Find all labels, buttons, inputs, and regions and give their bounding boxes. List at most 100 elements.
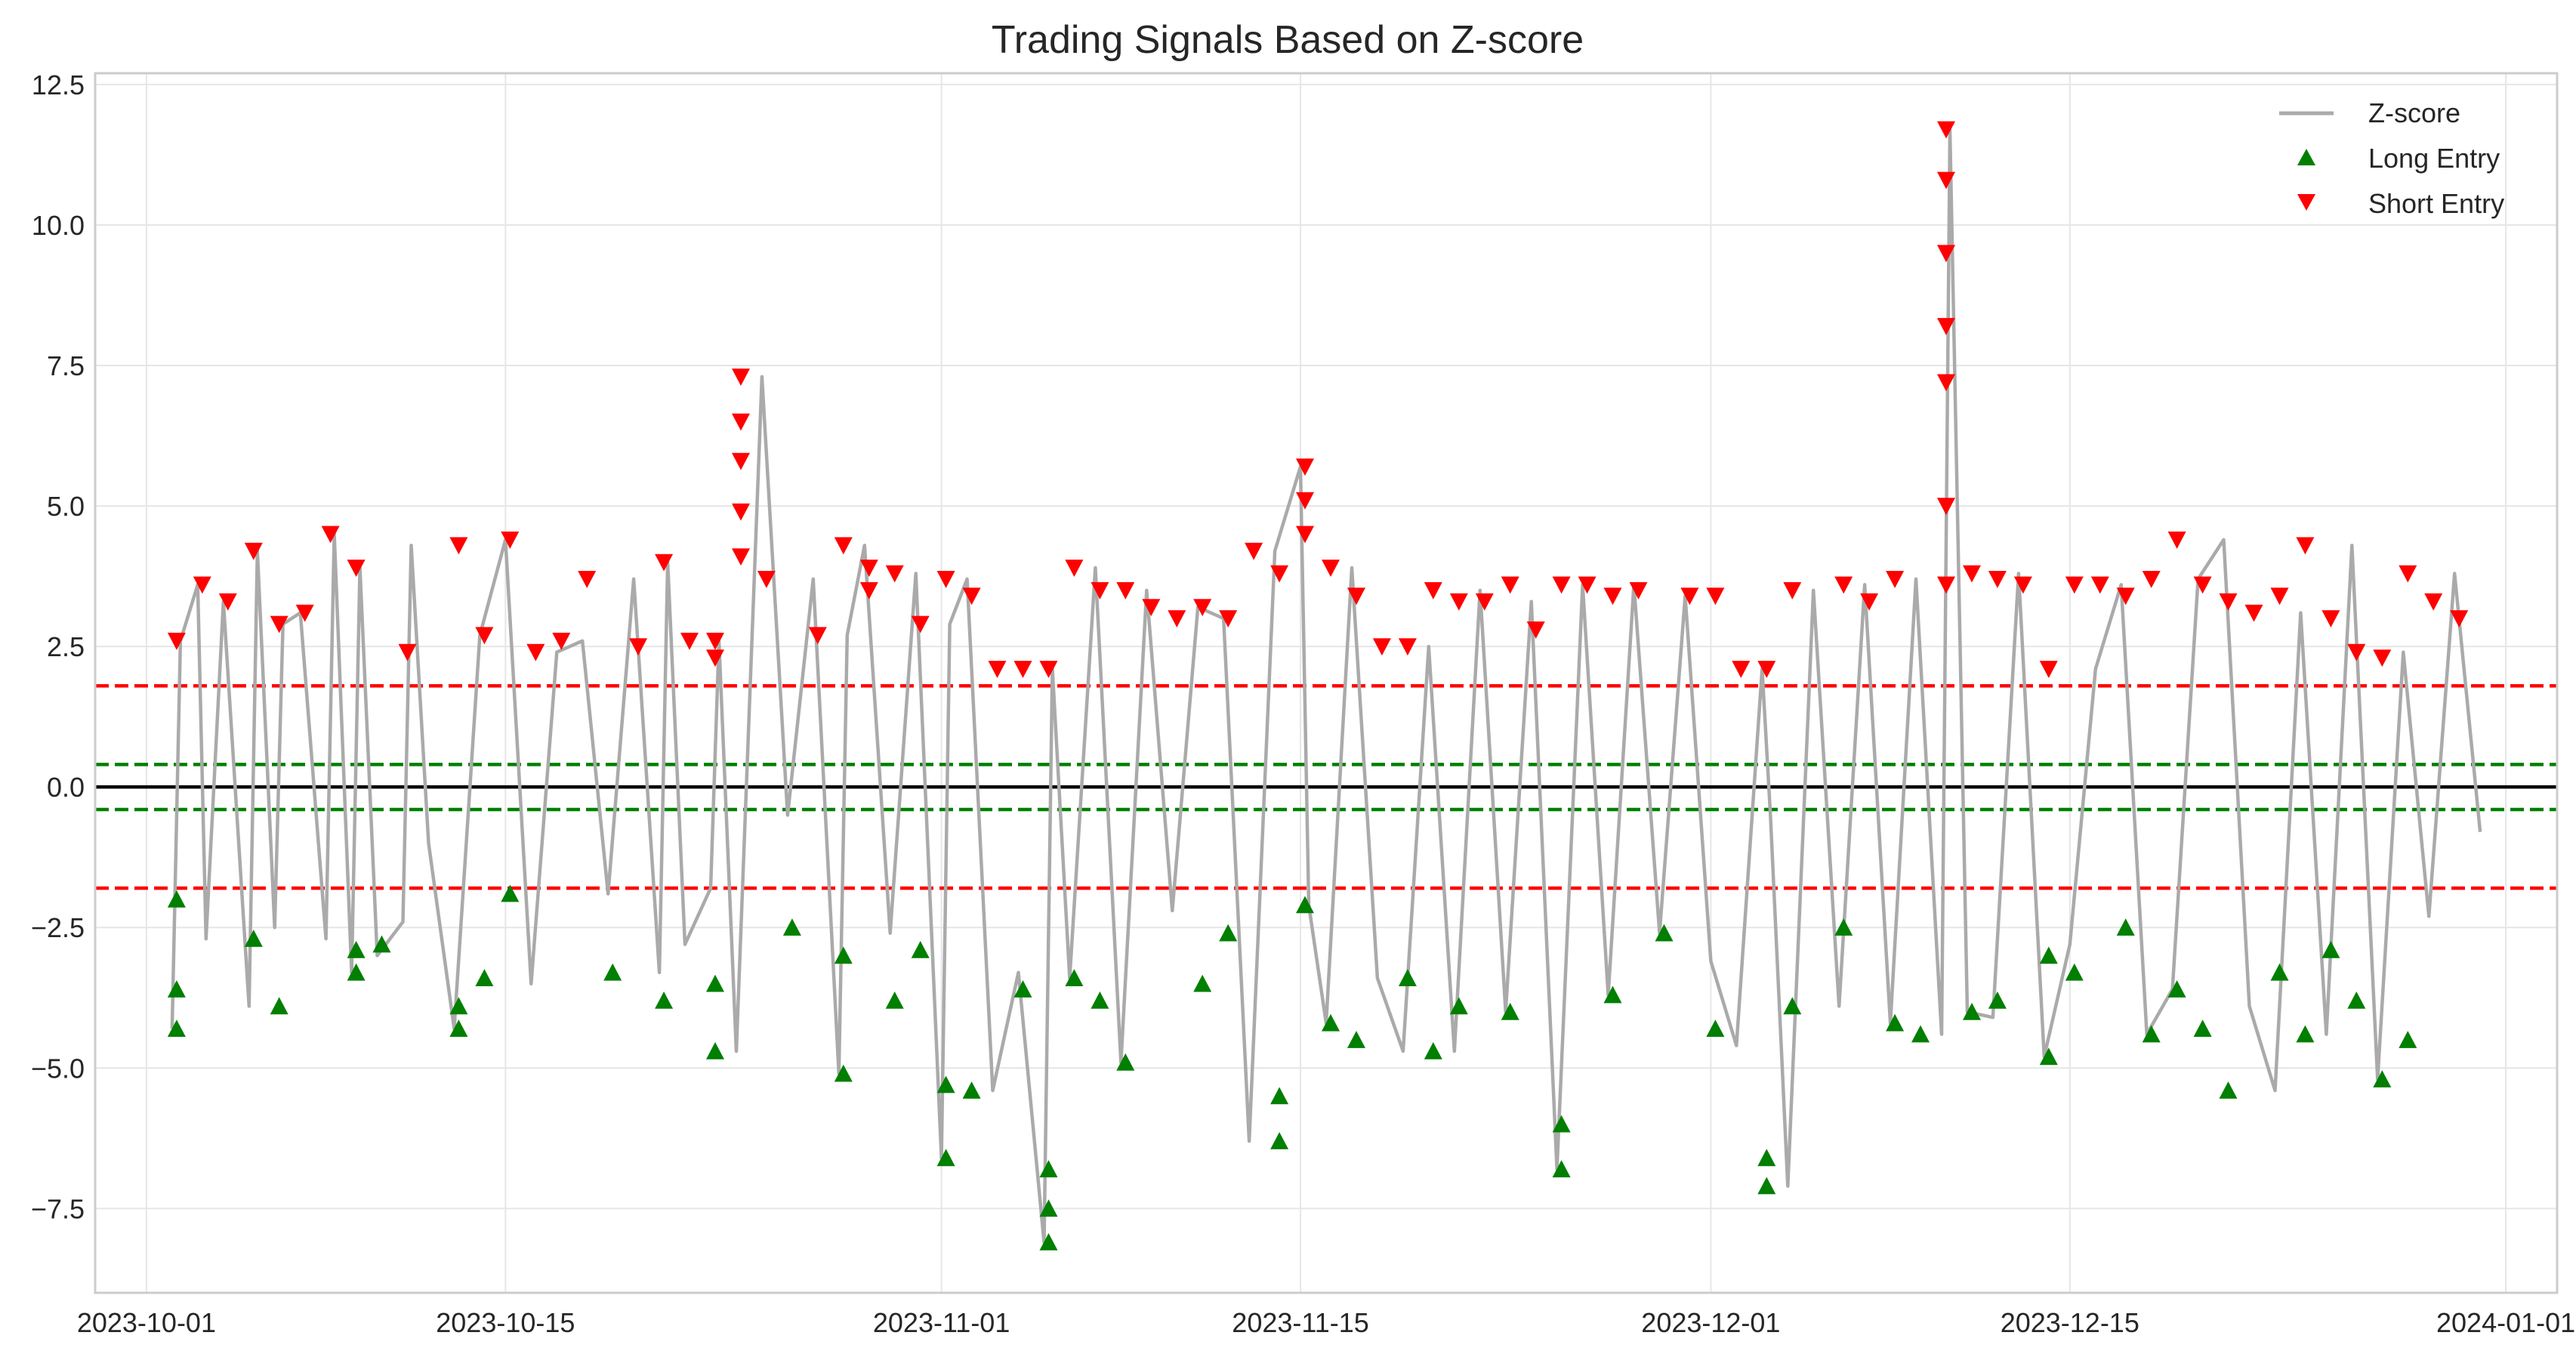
short-entry-marker xyxy=(629,638,648,656)
long-entry-marker xyxy=(1757,1149,1776,1167)
y-tick-label: 5.0 xyxy=(47,491,85,522)
long-entry-marker xyxy=(1552,1115,1571,1133)
short-entry-marker xyxy=(732,413,750,431)
long-entry-marker xyxy=(1347,1031,1365,1048)
short-entry-marker xyxy=(1732,661,1751,678)
short-entry-marker xyxy=(2270,588,2289,606)
short-entry-marker xyxy=(655,554,674,572)
short-entry-marker xyxy=(552,632,571,650)
long-entry-marker xyxy=(475,969,494,986)
short-entry-marker xyxy=(218,593,237,611)
long-entry-marker xyxy=(1116,1053,1135,1071)
long-entry-marker xyxy=(2142,1025,2161,1043)
short-entry-marker xyxy=(1039,661,1058,678)
long-entry-marker xyxy=(706,974,724,992)
short-entry-marker xyxy=(1963,565,1981,583)
short-entry-marker xyxy=(885,565,904,583)
short-entry-marker xyxy=(1937,121,1955,139)
long-entry-marker xyxy=(2039,1047,2058,1066)
short-entry-marker xyxy=(2142,571,2161,588)
short-entry-marker xyxy=(936,571,955,588)
long-entry-marker xyxy=(1834,918,1853,936)
short-entry-marker xyxy=(834,537,853,555)
long-entry-marker xyxy=(1013,980,1032,998)
short-entry-marker xyxy=(1937,171,1955,190)
long-entry-marker xyxy=(167,890,186,908)
long-entry-marker xyxy=(1193,974,1212,992)
y-tick-label: 2.5 xyxy=(47,631,85,662)
long-entry-marker xyxy=(936,1149,955,1167)
short-entry-marker xyxy=(295,604,314,622)
long-entry-marker xyxy=(2219,1081,2238,1099)
x-tick-label: 2023-10-01 xyxy=(77,1307,216,1338)
long-entry-marker xyxy=(834,1064,853,1082)
zscore-line xyxy=(170,128,2482,1244)
short-entry-marker xyxy=(1937,245,1955,263)
long-entry-marker xyxy=(2167,980,2186,998)
long-entry-marker xyxy=(1065,969,1084,986)
zscore-series xyxy=(170,128,2482,1244)
short-entry-marker xyxy=(2167,531,2186,549)
x-tick-label: 2024-01-01 xyxy=(2436,1307,2575,1338)
short-entry-marker xyxy=(2013,576,2032,594)
short-entry-marker xyxy=(1013,661,1032,678)
long-entry-marker xyxy=(706,1042,724,1059)
short-entry-marker xyxy=(193,576,211,594)
legend-long-entry-marker xyxy=(2297,149,2315,165)
short-entry-marker xyxy=(1193,599,1212,616)
short-entry-marker xyxy=(2219,593,2238,611)
short-entry-marker xyxy=(706,632,724,650)
short-entry-marker xyxy=(1475,593,1494,611)
long-entry-marker xyxy=(449,997,468,1015)
short-entry-marker xyxy=(1501,576,1519,594)
short-entry-marker xyxy=(1296,526,1314,544)
short-entry-marker xyxy=(1168,610,1186,628)
short-entry-marker xyxy=(757,571,776,588)
short-entry-marker xyxy=(859,560,878,577)
y-axis-ticks: −7.5 −5.0 −2.5 0.0 2.5 5.0 7.5 10.0 12.5 xyxy=(31,69,85,1224)
short-entry-marker xyxy=(1372,638,1391,656)
short-entry-marker xyxy=(449,537,468,555)
long-entry-marker xyxy=(244,930,263,947)
short-entry-marker xyxy=(526,643,545,662)
short-entry-marker xyxy=(1860,593,1879,611)
short-entry-marker xyxy=(1757,661,1776,678)
short-entry-marker xyxy=(1988,571,2007,588)
long-entry-marker xyxy=(1783,997,1802,1015)
long-entry-marker xyxy=(1603,985,1622,1004)
short-entry-series xyxy=(167,121,2469,678)
long-entry-marker xyxy=(782,918,801,936)
long-entry-marker xyxy=(167,1019,186,1037)
x-axis-ticks: 2023-10-01 2023-10-15 2023-11-01 2023-11-15… xyxy=(77,1307,2575,1338)
long-entry-marker xyxy=(911,941,930,958)
long-entry-marker xyxy=(1039,1233,1058,1251)
short-entry-marker xyxy=(1552,576,1571,594)
long-entry-marker xyxy=(347,941,366,958)
short-entry-marker xyxy=(1834,576,1853,594)
short-entry-marker xyxy=(1937,318,1955,335)
long-entry-marker xyxy=(2116,918,2135,936)
y-tick-label: 7.5 xyxy=(47,350,85,381)
long-entry-marker xyxy=(1706,1019,1725,1037)
short-entry-marker xyxy=(347,560,366,577)
long-entry-marker xyxy=(1552,1160,1571,1178)
long-entry-marker xyxy=(1322,1013,1340,1032)
short-entry-marker xyxy=(680,632,699,650)
short-entry-marker xyxy=(270,615,288,634)
short-entry-marker xyxy=(1424,581,1442,600)
long-entry-series xyxy=(167,884,2417,1251)
x-tick-label: 2023-11-01 xyxy=(873,1307,1010,1338)
short-entry-marker xyxy=(1398,638,1417,656)
long-entry-marker xyxy=(1757,1177,1776,1195)
short-entry-marker xyxy=(2065,576,2084,594)
long-entry-marker xyxy=(2373,1070,2392,1087)
long-entry-marker xyxy=(1655,924,1674,942)
short-entry-marker xyxy=(732,503,750,521)
legend-short-entry-label: Short Entry xyxy=(2368,188,2504,219)
short-entry-marker xyxy=(2321,610,2340,628)
long-entry-marker xyxy=(1091,992,1109,1009)
short-entry-marker xyxy=(2039,661,2058,678)
short-entry-marker xyxy=(2090,576,2109,594)
